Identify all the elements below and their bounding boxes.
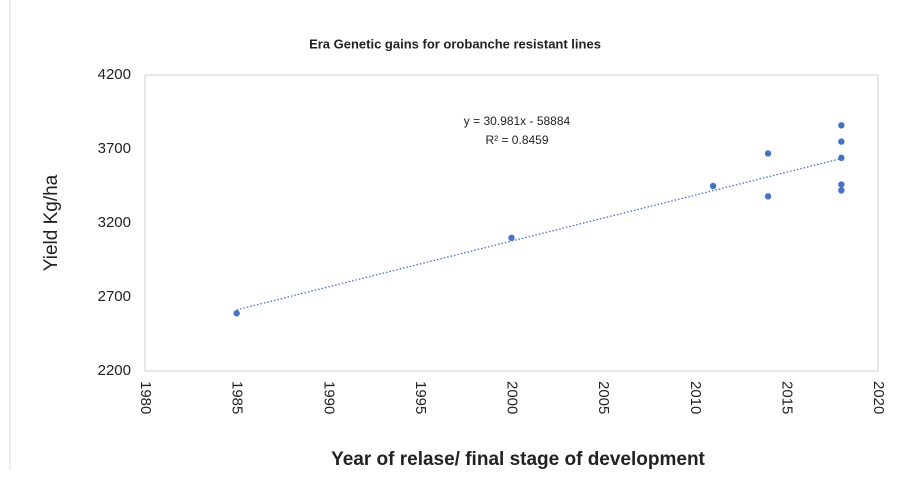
y-tick-label: 4200 — [98, 66, 131, 83]
x-tick-label: 1990 — [320, 381, 337, 414]
x-tick-label: 2005 — [595, 381, 612, 414]
trend-equation: y = 30.981x - 58884 — [464, 114, 571, 128]
r-squared: R² = 0.8459 — [485, 133, 548, 147]
data-point — [508, 234, 515, 241]
data-point — [764, 193, 772, 200]
data-point — [838, 122, 845, 129]
trendline — [236, 157, 842, 311]
data-point — [709, 182, 717, 190]
data-point — [838, 181, 845, 188]
x-tick-label: 1985 — [229, 381, 246, 414]
x-tick-label: 2000 — [504, 381, 521, 414]
y-tick-label: 2700 — [98, 288, 131, 305]
y-axis-label: Yield Kg/ha — [41, 174, 62, 271]
x-tick-label: 2010 — [687, 381, 704, 414]
y-tick-label: 2200 — [98, 362, 131, 379]
data-point — [838, 154, 845, 162]
y-tick-label: 3700 — [98, 140, 131, 157]
x-tick-label: 2015 — [778, 381, 795, 414]
data-point — [838, 138, 845, 145]
x-axis-label: Year of relase/ final stage of developme… — [331, 449, 705, 470]
x-tick-label: 1995 — [412, 381, 429, 414]
data-point — [233, 310, 240, 317]
x-tick-label: 1980 — [137, 381, 154, 414]
chart-title: Era Genetic gains for orobanche resistan… — [309, 36, 601, 51]
data-point — [764, 150, 772, 157]
x-tick-label: 2020 — [870, 381, 887, 414]
data-point — [838, 187, 845, 194]
y-tick-label: 3200 — [98, 214, 131, 231]
plot-area — [144, 74, 879, 372]
